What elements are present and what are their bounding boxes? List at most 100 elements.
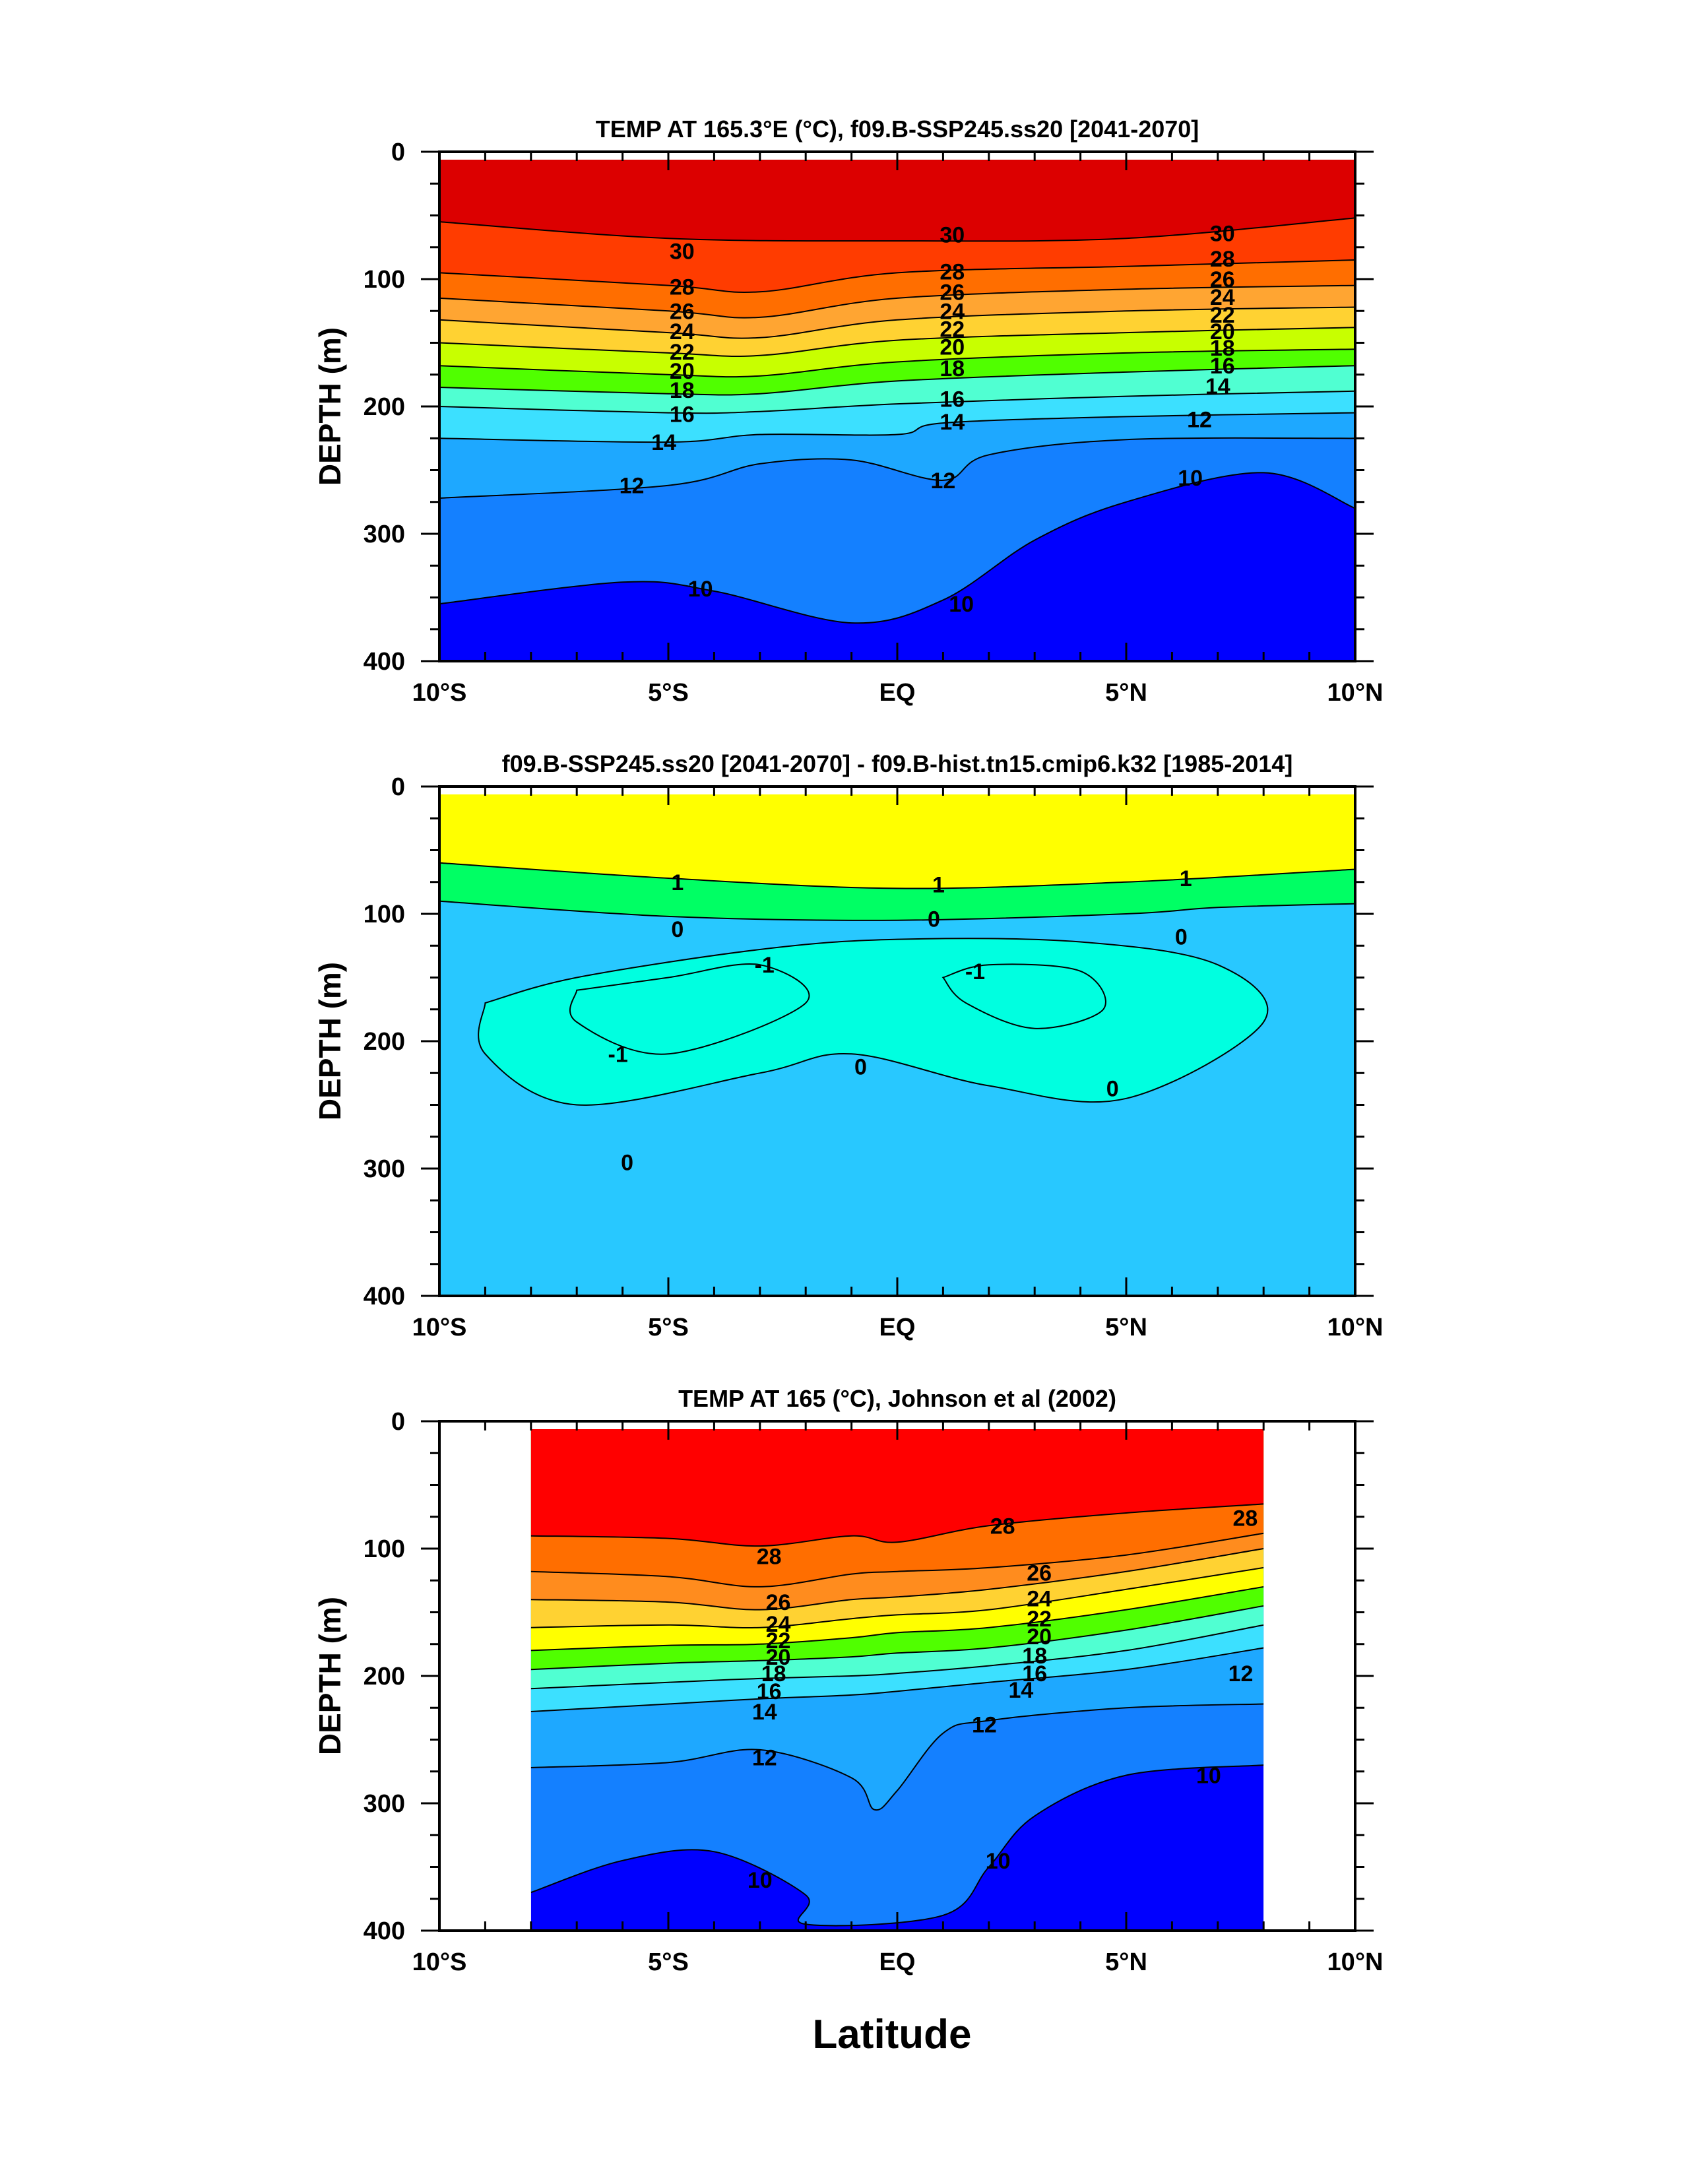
contour-label: 22	[1210, 303, 1235, 328]
x-tick-label: 10°S	[412, 679, 467, 707]
contour-label: 0	[1106, 1076, 1119, 1101]
contour-label: 0	[671, 917, 684, 942]
x-tick-label: 10°N	[1327, 679, 1384, 707]
contour-label: 1	[671, 870, 684, 895]
contour-line-5	[530, 1605, 1264, 1671]
contour-label: 18	[1210, 336, 1235, 361]
fill-band-28	[530, 1429, 1264, 1547]
contour-label: 30	[940, 222, 965, 247]
contour-fill	[530, 1429, 1264, 1931]
contour-label: 12	[972, 1712, 997, 1737]
contour-label: 28	[940, 259, 965, 284]
x-tick-label: EQ	[879, 679, 916, 707]
contour-label: 18	[940, 356, 965, 381]
y-tick-label: 0	[391, 1408, 405, 1436]
contour-label: 10	[986, 1849, 1011, 1874]
contour-label: 14	[752, 1700, 777, 1725]
y-axis: 0 100 200 300 400	[364, 139, 1374, 676]
contour-line-4	[478, 938, 1269, 1106]
contour-line-5	[439, 348, 1355, 378]
x-tick-label: 5°N	[1105, 1948, 1147, 1976]
y-tick-label: 100	[364, 266, 405, 294]
y-tick-label: 300	[364, 521, 405, 548]
contour-line-2	[439, 284, 1355, 319]
contour-label: 18	[761, 1661, 786, 1686]
contour-label: 20	[1210, 319, 1235, 344]
x-tick-label: 10°N	[1327, 1314, 1384, 1341]
contour-label: 18	[670, 378, 695, 403]
y-tick-label: 100	[364, 1535, 405, 1563]
contour-label: 16	[1022, 1661, 1047, 1686]
y-tick-label: 300	[364, 1790, 405, 1818]
x-tick-label: 10°S	[412, 1314, 467, 1341]
contour-label: 16	[670, 402, 695, 428]
contour-labels: 1 1 1 0 0 0 -1 -1 -1 0 0 0	[608, 866, 1192, 1175]
contour-label: 14	[651, 430, 676, 455]
contour-label: 20	[940, 335, 965, 360]
contour-label: 26	[1210, 267, 1235, 292]
contour-label: 22	[766, 1628, 791, 1654]
panel-title: f09.B-SSP245.ss20 [2041-2070] - f09.B-hi…	[502, 750, 1293, 777]
x-axis: 10°S 5°S EQ 5°N 10°N	[412, 152, 1384, 707]
contour-label: 0	[928, 907, 940, 932]
y-tick-label: 0	[391, 773, 405, 801]
panel-title: TEMP AT 165.3°E (°C), f09.B-SSP245.ss20 …	[596, 115, 1199, 143]
y-tick-label: 300	[364, 1155, 405, 1183]
contour-label: 10	[949, 592, 974, 617]
contour-fill	[439, 160, 1355, 661]
contour-line-1	[439, 259, 1355, 294]
contour-line-7	[530, 1647, 1264, 1712]
x-tick-label: EQ	[879, 1948, 916, 1976]
contour-line-2	[530, 1548, 1264, 1611]
contour-line-0	[439, 217, 1355, 242]
contour-label: 24	[1210, 285, 1235, 310]
contour-label: 28	[1233, 1506, 1258, 1531]
contour-label: 26	[940, 280, 965, 305]
contour-label: 0	[621, 1150, 633, 1175]
contour-label: 16	[1210, 354, 1235, 379]
contour-label: -1	[755, 953, 775, 978]
contour-label: 14	[1205, 374, 1230, 399]
contour-label: 20	[670, 359, 695, 384]
contour-label: 30	[1210, 222, 1235, 247]
contour-line-6	[530, 1624, 1264, 1690]
contour-label: 30	[670, 240, 695, 265]
fill-band-30	[439, 160, 1355, 241]
contour-line-7	[439, 390, 1355, 414]
x-tick-label: 10°S	[412, 1948, 467, 1976]
contour-label: 10	[1178, 466, 1203, 491]
contour-label: 12	[620, 474, 645, 499]
contour-label: 14	[1008, 1678, 1033, 1703]
y-tick-label: 400	[364, 648, 405, 676]
x-tick-label: 5°S	[648, 1314, 689, 1341]
contour-line-9	[530, 1764, 1264, 1927]
contour-lines	[530, 1503, 1264, 1927]
contour-label: 22	[670, 340, 695, 365]
contour-label: 16	[757, 1679, 782, 1704]
contour-label: 28	[990, 1514, 1015, 1539]
y-tick-label: 100	[364, 901, 405, 928]
contour-label: 12	[1228, 1661, 1254, 1686]
x-tick-label: 5°S	[648, 679, 689, 707]
x-tick-label: EQ	[879, 1314, 916, 1341]
y-axis: 0 100 200 300 400	[364, 1408, 1374, 1945]
contour-line-4	[439, 327, 1355, 358]
contour-label: 16	[940, 387, 965, 412]
contour-line-6	[439, 365, 1355, 396]
contour-label: 24	[940, 299, 965, 324]
x-tick-label: 10°N	[1327, 1948, 1384, 1976]
contour-line-2	[569, 963, 810, 1055]
contour-label: 28	[670, 275, 695, 300]
contour-line-3	[941, 963, 1106, 1029]
y-tick-label: 0	[391, 139, 405, 166]
contour-label: 24	[766, 1612, 791, 1637]
contour-label: 10	[1196, 1764, 1221, 1789]
contour-lines	[439, 862, 1355, 1106]
contour-line-3	[530, 1566, 1264, 1628]
y-tick-label: 400	[364, 1283, 405, 1310]
fill-closed-0	[478, 938, 1268, 1105]
contour-label: 26	[670, 299, 695, 324]
